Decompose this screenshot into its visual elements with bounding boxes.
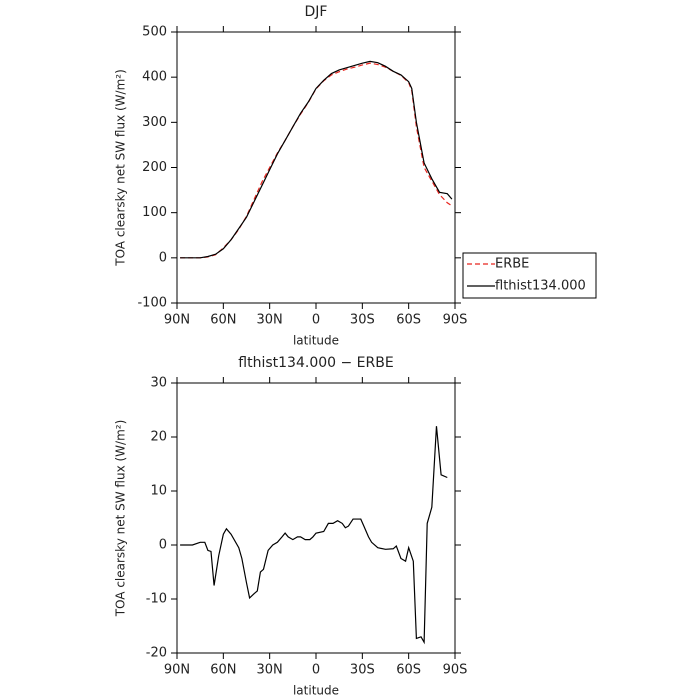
x-tick-label: 90S	[443, 313, 468, 328]
plot-frame	[176, 382, 456, 654]
y-tick-label: 30	[150, 376, 167, 391]
x-tick-label: 30N	[257, 313, 283, 328]
x-tick-label: 60N	[210, 663, 236, 678]
y-tick-label: 300	[142, 115, 167, 130]
x-axis-label: latitude	[293, 684, 339, 698]
y-tick-label: 200	[142, 160, 167, 175]
y-tick-label: -10	[146, 592, 167, 607]
plot-frame	[176, 31, 456, 304]
y-tick-label: -100	[137, 296, 167, 311]
legend-box	[462, 252, 597, 299]
y-tick-label: 20	[150, 430, 167, 445]
data-line	[180, 60, 453, 259]
chart-title: flthist134.000 − ERBE	[238, 355, 393, 371]
x-tick-label: 90N	[164, 313, 190, 328]
x-tick-label: 90S	[443, 663, 468, 678]
legend-label: ERBE	[495, 257, 529, 272]
x-tick-label: 30N	[257, 663, 283, 678]
y-tick-label: 0	[159, 250, 167, 265]
x-tick-label: 30S	[350, 313, 375, 328]
y-axis-label: TOA clearsky net SW flux (W/m²)	[114, 420, 128, 618]
y-tick-label: 100	[142, 205, 167, 220]
legend-label: flthist134.000	[495, 279, 586, 294]
chart-title: DJF	[305, 4, 328, 20]
y-axis-label: TOA clearsky net SW flux (W/m²)	[114, 69, 128, 267]
x-tick-label: 60S	[396, 313, 421, 328]
x-tick-label: 90N	[164, 663, 190, 678]
x-tick-label: 0	[312, 663, 320, 678]
y-tick-label: 0	[159, 538, 167, 553]
y-tick-label: 500	[142, 25, 167, 40]
x-tick-label: 60N	[210, 313, 236, 328]
data-line	[180, 62, 453, 259]
x-tick-label: 60S	[396, 663, 421, 678]
x-axis-label: latitude	[293, 334, 339, 348]
x-tick-label: 0	[312, 313, 320, 328]
y-tick-label: 10	[150, 484, 167, 499]
y-tick-label: 400	[142, 70, 167, 85]
x-tick-label: 30S	[350, 663, 375, 678]
data-line	[180, 426, 448, 645]
y-tick-label: -20	[146, 646, 167, 661]
